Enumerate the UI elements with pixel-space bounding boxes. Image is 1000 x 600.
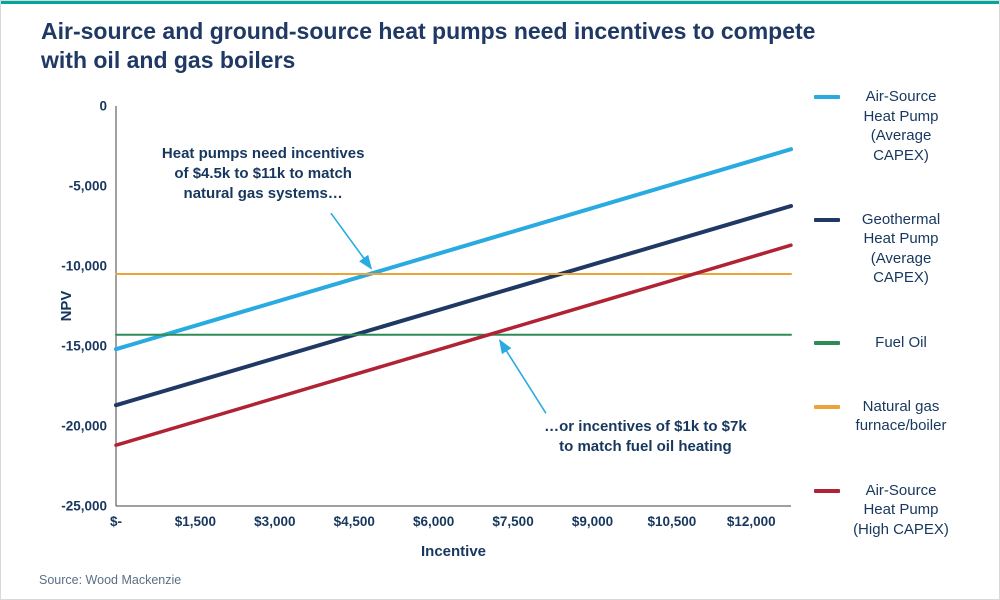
annotation-text-2: …or incentives of $1k to $7k to match fue… (544, 418, 747, 455)
legend-swatch (814, 404, 840, 409)
legend-label: Geothermal Heat Pump (Average CAPEX) (861, 210, 941, 287)
y-tick-label: -15,000 (61, 339, 107, 354)
y-tick-label: -10,000 (61, 259, 107, 274)
x-tick-label: $- (110, 514, 122, 529)
legend-item-geothermal-heat-pump-average-capex: Geothermal Heat Pump (Average CAPEX) (814, 210, 996, 288)
legend-swatch (814, 217, 840, 222)
legend-item-air-source-heat-pump-high-capex: Air-Source Heat Pump (High CAPEX) (814, 481, 996, 540)
x-tick-label: $6,000 (413, 514, 454, 529)
x-tick-label: $7,500 (492, 514, 533, 529)
chart-title: Air-source and ground-source heat pumps … (41, 18, 816, 74)
legend-label: Fuel Oil (875, 333, 927, 351)
annotation-arrow-2 (498, 339, 547, 414)
x-tick-label: $3,000 (254, 514, 295, 529)
x-tick-label: $10,500 (647, 514, 696, 529)
legend-item-fuel-oil: Fuel Oil (814, 333, 996, 353)
y-axis-title: NPV (58, 291, 75, 322)
annotation-arrow-1 (330, 212, 373, 270)
series-line-air-source-heat-pump-average-capex (114, 147, 793, 352)
x-tick-label: $1,500 (175, 514, 216, 529)
chart-area: 0 -5,000 -10,000 -15,000 -20,000 -25,000 $- $1,… (1, 96, 806, 599)
source-note: Source: Wood Mackenzie (39, 573, 182, 587)
series-line-geothermal-heat-pump-average-capex (114, 204, 793, 408)
x-tick-label: $9,000 (572, 514, 613, 529)
x-tick-label: $4,500 (334, 514, 375, 529)
legend-swatch (814, 488, 840, 493)
legend-swatch (814, 95, 840, 99)
x-tick-label: $12,000 (727, 514, 776, 529)
legend-label: Natural gas furnace/boiler (855, 397, 947, 435)
y-tick-label: -20,000 (61, 419, 107, 434)
annotation-text-1: Heat pumps need incentives of $4.5k to $1… (162, 145, 365, 202)
chart-legend: Air-Source Heat Pump (Average CAPEX) Geot… (814, 87, 996, 539)
y-tick-label: -5,000 (69, 179, 107, 194)
legend-label: Air-Source Heat Pump (High CAPEX) (853, 481, 949, 538)
legend-item-air-source-heat-pump-average-capex: Air-Source Heat Pump (Average CAPEX) (814, 87, 996, 165)
line-chart: 0 -5,000 -10,000 -15,000 -20,000 -25,000$- $1,… (58, 99, 793, 560)
legend-item-natural-gas-furnace-boiler: Natural gas furnace/boiler (814, 397, 996, 436)
y-tick-label: 0 (99, 99, 107, 114)
y-tick-label: -25,000 (61, 499, 107, 514)
legend-swatch (814, 340, 840, 345)
series-line-air-source-heat-pump-high-capex (114, 243, 793, 447)
top-accent-bar (1, 1, 999, 4)
legend-label: Air-Source Heat Pump (Average CAPEX) (863, 88, 939, 164)
x-axis-title: Incentive (421, 543, 486, 560)
